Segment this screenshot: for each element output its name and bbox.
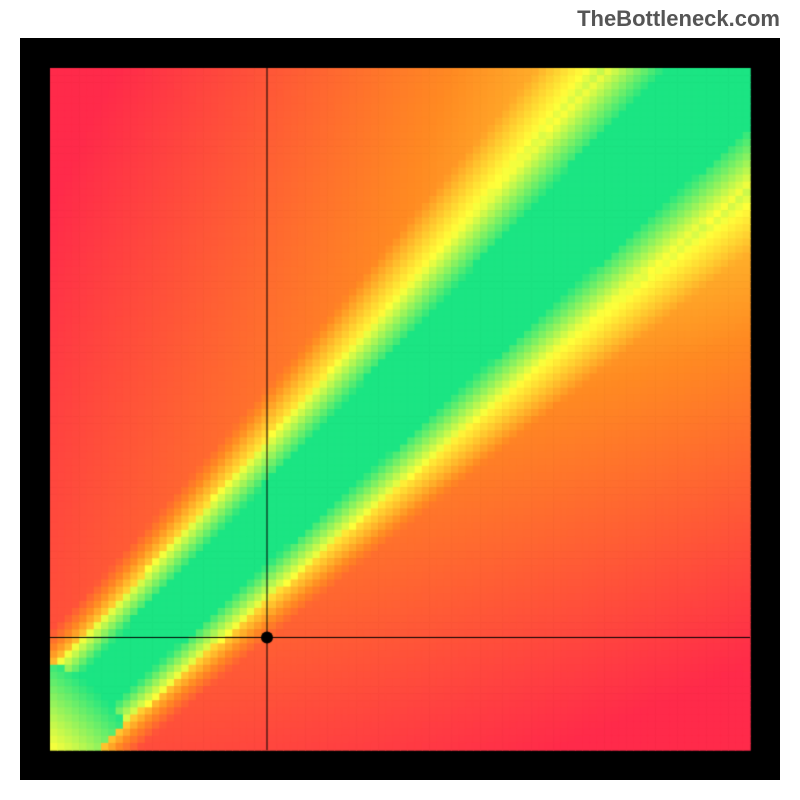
- plot-area: [20, 38, 780, 780]
- chart-container: TheBottleneck.com: [0, 0, 800, 800]
- heatmap-canvas: [20, 38, 780, 780]
- attribution-text: TheBottleneck.com: [577, 6, 780, 32]
